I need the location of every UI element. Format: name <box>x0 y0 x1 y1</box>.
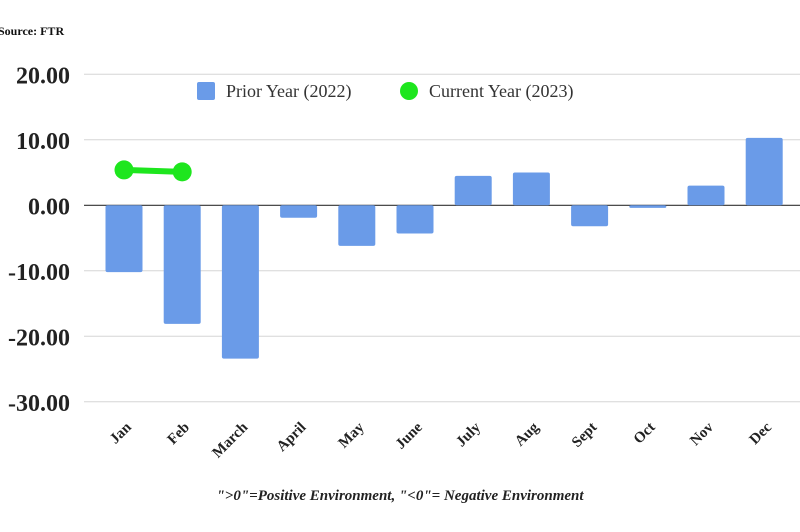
x-tick-label: May <box>336 419 368 451</box>
y-tick-label: -10.00 <box>8 260 70 286</box>
current-year-point <box>172 162 192 182</box>
bar-april <box>280 205 318 218</box>
legend-label-prior-year: Prior Year (2022) <box>226 81 352 102</box>
bar-march <box>221 205 259 359</box>
x-tick-label: July <box>453 419 484 450</box>
bar-jan <box>105 205 143 273</box>
legend-swatch-current-year <box>400 82 418 100</box>
x-tick-label: Dec <box>747 419 776 448</box>
current-year-point <box>114 160 134 180</box>
y-tick-label: -30.00 <box>8 391 70 417</box>
bar-sept <box>571 205 609 227</box>
source-label: Source: FTR <box>0 24 65 38</box>
footnote: ">0"=Positive Environment, "<0"= Negativ… <box>216 488 584 504</box>
x-tick-label: Jan <box>107 419 135 447</box>
x-tick-label: Aug <box>512 419 543 450</box>
bar-nov <box>687 185 725 206</box>
bar-dec <box>745 137 783 206</box>
x-tick-label: Feb <box>165 420 193 448</box>
y-tick-label: -20.00 <box>8 325 70 351</box>
x-tick-label: Nov <box>687 419 717 449</box>
bar-may <box>338 205 376 246</box>
legend-swatch-prior-year <box>197 82 215 100</box>
y-tick-label: 0.00 <box>28 194 70 220</box>
current-year-line <box>123 166 183 175</box>
y-tick-label: 10.00 <box>16 129 70 155</box>
bar-aug <box>512 172 550 206</box>
x-tick-label: April <box>274 420 309 455</box>
bar-july <box>454 175 492 206</box>
bar-feb <box>163 205 201 324</box>
x-tick-label: Sept <box>569 420 600 451</box>
x-tick-label: March <box>209 419 251 461</box>
y-tick-label: 20.00 <box>16 63 70 89</box>
bar-oct <box>629 205 667 208</box>
x-tick-label: Oct <box>631 420 659 448</box>
bar-june <box>396 205 434 234</box>
legend-label-current-year: Current Year (2023) <box>429 81 573 102</box>
x-tick-label: June <box>393 419 426 452</box>
